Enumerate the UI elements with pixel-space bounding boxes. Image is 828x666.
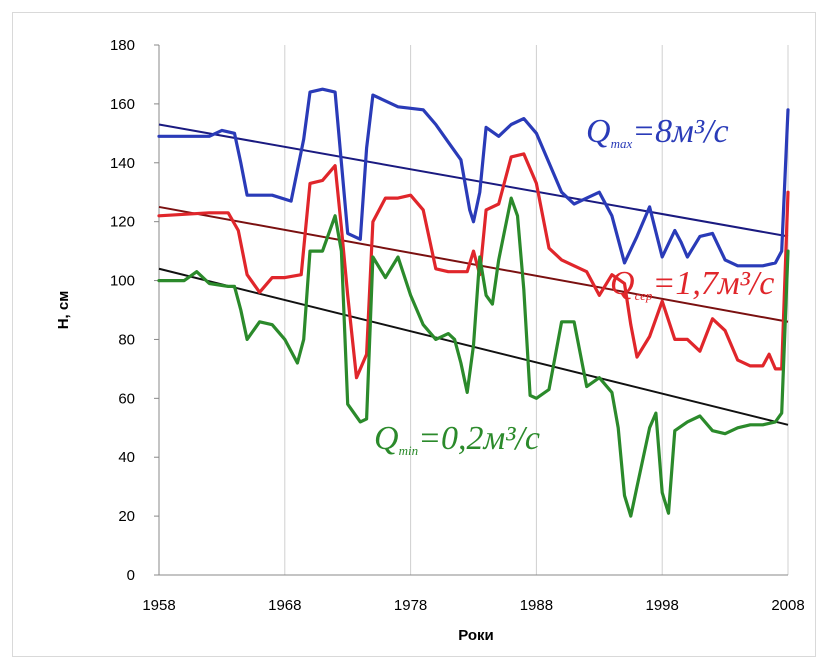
series-layer: [157, 87, 790, 518]
tick-layer: 1958 1968 1978 1988 1998 2008 0 20 40 60 80 100 120 1…: [110, 37, 805, 614]
series-mid-line: [157, 152, 790, 380]
y-tick-label: 40: [118, 449, 135, 466]
y-tick-label: 20: [118, 508, 135, 525]
annotation-q-mid: Qсер=1,7м³/c: [610, 265, 774, 303]
x-tick-label: 2008: [771, 597, 804, 614]
y-tick-label: 140: [110, 155, 135, 172]
annotation-q-max: Qmax=8м³/c: [586, 113, 729, 151]
y-tick-label: 160: [110, 96, 135, 113]
series-max-line: [157, 87, 790, 268]
annotation-q-min: Qmin=0,2м³/c: [374, 420, 540, 458]
trend-max-line: [158, 123, 789, 238]
y-axis-title: Н, см: [55, 291, 72, 330]
y-tick-label: 0: [127, 567, 135, 584]
x-tick-label: 1988: [520, 597, 553, 614]
y-tick-label: 180: [110, 37, 135, 54]
annotation-layer: Qmax=8м³/c Qсер=1,7м³/c Qmin=0,2м³/c: [374, 113, 774, 458]
y-tick-label: 120: [110, 214, 135, 231]
chart-frame: [12, 12, 816, 657]
x-tick-label: 1958: [142, 597, 175, 614]
y-tick-label: 60: [118, 390, 135, 407]
series-min-line: [157, 196, 790, 518]
x-tick-label: 1978: [394, 597, 427, 614]
x-tick-label: 1998: [646, 597, 679, 614]
y-tick-label: 80: [118, 331, 135, 348]
y-tick-label: 100: [110, 273, 135, 290]
x-axis-title: Роки: [458, 627, 494, 644]
trend-mid-line: [158, 205, 789, 323]
x-tick-label: 1968: [268, 597, 301, 614]
